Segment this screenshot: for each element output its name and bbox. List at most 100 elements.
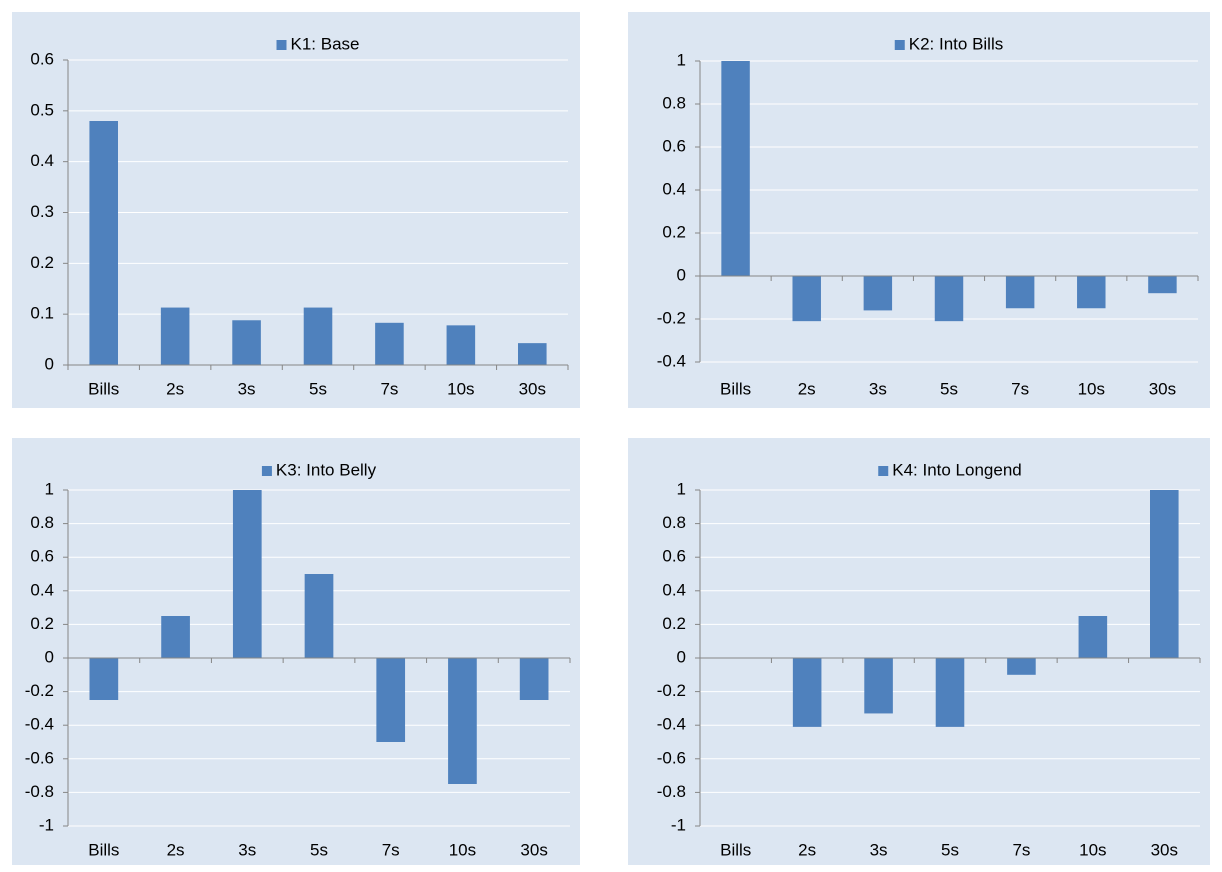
bar — [721, 61, 750, 276]
x-tick-label: Bills — [720, 840, 751, 859]
x-tick-label: 7s — [380, 379, 398, 398]
x-tick-label: 3s — [238, 840, 256, 859]
y-tick-label: -0.2 — [25, 681, 54, 700]
y-tick-label: 0 — [45, 647, 54, 666]
y-tick-label: 0.2 — [30, 253, 54, 272]
x-tick-label: 30s — [1151, 840, 1178, 859]
x-tick-label: 30s — [520, 840, 547, 859]
legend-swatch — [894, 40, 905, 50]
bar — [1150, 490, 1179, 658]
y-tick-label: 0.6 — [662, 547, 686, 566]
x-tick-label: 2s — [798, 379, 816, 398]
x-tick-label: 5s — [310, 840, 328, 859]
legend-label: K4: Into Longend — [892, 460, 1022, 479]
y-tick-label: 0.6 — [662, 136, 686, 155]
bar — [935, 658, 965, 727]
bar — [375, 322, 404, 365]
y-tick-label: 0.4 — [662, 179, 686, 198]
x-tick-label: 30s — [1149, 379, 1176, 398]
chart-panel — [12, 438, 580, 865]
x-tick-label: Bills — [88, 379, 119, 398]
x-tick-label: 5s — [941, 840, 959, 859]
bar — [1007, 658, 1036, 675]
x-tick-label: Bills — [88, 840, 119, 859]
bar — [232, 320, 261, 365]
y-tick-label: 0.2 — [662, 222, 686, 241]
bar — [89, 658, 119, 700]
x-tick-label: 2s — [167, 840, 185, 859]
y-tick-label: 0.3 — [30, 202, 54, 221]
y-tick-label: -0.6 — [657, 748, 686, 767]
x-tick-label: 7s — [1011, 379, 1029, 398]
y-tick-label: -0.4 — [25, 715, 54, 734]
bar — [376, 658, 406, 742]
x-tick-label: 3s — [238, 379, 256, 398]
x-tick-label: 10s — [1079, 840, 1106, 859]
y-tick-label: 0.2 — [662, 614, 686, 633]
y-tick-label: 0 — [45, 354, 54, 373]
bar — [160, 307, 190, 365]
x-tick-label: 5s — [309, 379, 327, 398]
bar — [1148, 276, 1177, 294]
x-tick-label: 7s — [382, 840, 400, 859]
y-tick-label: -0.2 — [657, 308, 686, 327]
legend-swatch — [878, 466, 889, 476]
x-tick-label: 10s — [447, 379, 474, 398]
y-tick-label: 0.8 — [662, 93, 686, 112]
bar — [792, 276, 821, 322]
legend-swatch — [276, 40, 287, 50]
chart-panel — [628, 12, 1210, 408]
legend-label: K1: Base — [291, 34, 360, 53]
y-tick-label: -0.8 — [657, 782, 686, 801]
x-tick-label: Bills — [720, 379, 751, 398]
legend-label: K3: Into Belly — [276, 460, 377, 479]
y-tick-label: -0.2 — [657, 681, 686, 700]
bar — [89, 121, 118, 365]
y-tick-label: 0.6 — [30, 49, 54, 68]
x-tick-label: 3s — [870, 840, 888, 859]
x-tick-label: 5s — [940, 379, 958, 398]
legend-label: K2: Into Bills — [909, 34, 1004, 53]
y-tick-label: 0.8 — [662, 513, 686, 532]
x-tick-label: 7s — [1012, 840, 1030, 859]
bar — [1077, 276, 1106, 309]
x-tick-label: 2s — [166, 379, 184, 398]
bar — [863, 276, 893, 311]
y-tick-label: 0.4 — [662, 580, 686, 599]
x-tick-label: 2s — [798, 840, 816, 859]
y-tick-label: 1 — [45, 479, 54, 498]
y-tick-label: 0 — [677, 265, 686, 284]
bar — [303, 307, 333, 365]
bar — [161, 616, 190, 658]
bar — [232, 490, 262, 658]
bar — [518, 343, 547, 365]
bar — [446, 325, 476, 365]
y-tick-label: 0 — [677, 647, 686, 666]
y-tick-label: 0.1 — [30, 304, 54, 323]
y-tick-label: 0.4 — [30, 580, 54, 599]
y-tick-label: 1 — [677, 479, 686, 498]
bar — [864, 658, 893, 714]
y-tick-label: -0.4 — [657, 715, 686, 734]
y-tick-label: 0.8 — [30, 513, 54, 532]
x-tick-label: 30s — [519, 379, 546, 398]
legend-swatch — [261, 466, 272, 476]
y-tick-label: 1 — [677, 50, 686, 69]
bar — [519, 658, 549, 700]
y-tick-label: 0.2 — [30, 614, 54, 633]
y-tick-label: 0.4 — [30, 151, 54, 170]
bar — [792, 658, 822, 727]
y-tick-label: -0.8 — [25, 782, 54, 801]
y-tick-label: -1 — [39, 815, 54, 834]
x-tick-label: 10s — [449, 840, 476, 859]
y-tick-label: -0.4 — [657, 351, 686, 370]
y-tick-label: 0.5 — [30, 100, 54, 119]
bar — [934, 276, 964, 322]
y-tick-label: 0.6 — [30, 547, 54, 566]
x-tick-label: 3s — [869, 379, 887, 398]
y-tick-label: -0.6 — [25, 748, 54, 767]
bar — [448, 658, 477, 784]
bar — [1078, 616, 1108, 658]
x-tick-label: 10s — [1078, 379, 1105, 398]
